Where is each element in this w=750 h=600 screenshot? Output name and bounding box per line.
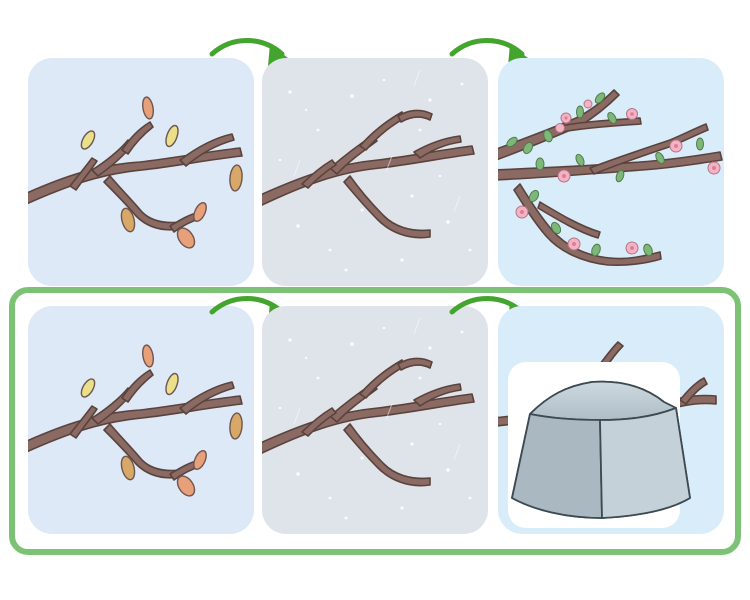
branch-icon [262,109,475,239]
panel-autumn [28,306,254,534]
snow-icon [278,78,472,272]
branch-icon [28,121,243,233]
leaves-icon [80,344,243,497]
branch-icon [28,369,243,481]
row-2 [28,296,724,534]
panel-autumn [28,58,254,286]
panel-winter [262,58,488,286]
row-1 [28,38,724,286]
branch-icon [498,89,723,267]
panel-covered [498,306,724,534]
branch-icon [262,357,475,487]
panel-spring [498,58,724,286]
panel-winter [262,306,488,534]
snow-icon [278,326,472,520]
block-icon [511,380,691,519]
highlight-frame [9,287,741,555]
leaves-icon [80,96,243,249]
buds-icon [506,92,704,257]
